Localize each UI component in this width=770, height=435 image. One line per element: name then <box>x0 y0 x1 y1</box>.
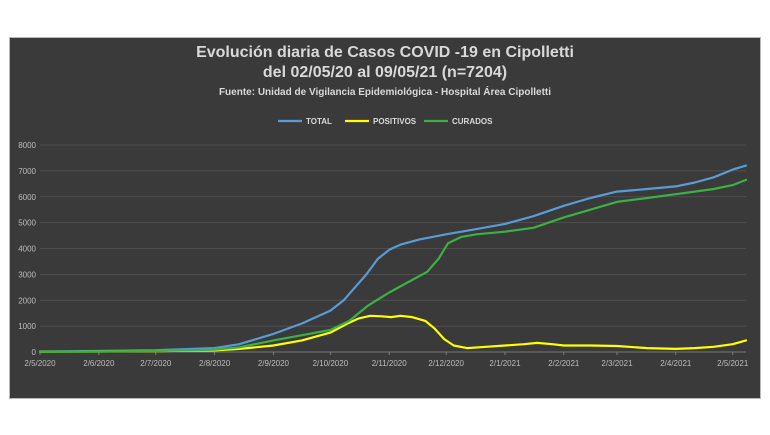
x-tick-label: 2/2/2021 <box>548 359 580 368</box>
chart-source: Fuente: Unidad de Vigilancia Epidemiológ… <box>218 87 552 98</box>
series-lines <box>38 164 748 353</box>
y-tick-label: 4000 <box>18 245 36 254</box>
chart-subtitle: del 02/05/20 al 09/05/21 (n=7204) <box>262 64 508 81</box>
y-tick-label: 5000 <box>18 219 36 228</box>
x-tick-label: 2/6/2020 <box>83 359 115 368</box>
y-tick-label: 7000 <box>18 167 36 176</box>
y-tick-label: 3000 <box>18 270 36 279</box>
legend: TOTAL POSITIVOS CURADOS <box>278 117 493 126</box>
legend-label-curados: CURADOS <box>452 117 493 126</box>
x-axis-ticks: 2/5/2020 2/6/2020 2/7/2020 2/8/2020 2/9/2020… <box>24 352 749 368</box>
series-line-total <box>38 164 748 353</box>
x-tick-label: 2/5/2020 <box>24 359 56 368</box>
x-tick-label: 2/7/2020 <box>140 359 172 368</box>
series-line-curados <box>38 178 748 353</box>
y-tick-label: 6000 <box>18 193 36 202</box>
legend-label-positivos: POSITIVOS <box>373 117 417 126</box>
legend-label-total: TOTAL <box>306 117 332 126</box>
x-tick-label: 2/12/2020 <box>428 359 464 368</box>
x-tick-label: 2/11/2020 <box>372 359 408 368</box>
chart-frame <box>9 37 761 399</box>
series-line-positivos <box>38 314 748 353</box>
y-tick-label: 8000 <box>18 141 36 150</box>
y-axis-ticks: 0 1000 2000 3000 4000 5000 6000 7000 8000 <box>18 141 36 357</box>
x-tick-label: 2/3/2021 <box>601 359 633 368</box>
x-tick-label: 2/5/2021 <box>717 359 749 368</box>
x-tick-label: 2/1/2021 <box>489 359 521 368</box>
x-tick-label: 2/4/2021 <box>660 359 692 368</box>
y-tick-label: 0 <box>32 348 37 357</box>
x-tick-label: 2/9/2020 <box>258 359 290 368</box>
y-tick-label: 2000 <box>18 296 36 305</box>
chart-title: Evolución diaria de Casos COVID -19 en C… <box>196 44 574 61</box>
x-tick-label: 2/10/2020 <box>313 359 349 368</box>
x-tick-label: 2/8/2020 <box>199 359 231 368</box>
y-tick-label: 1000 <box>18 322 36 331</box>
